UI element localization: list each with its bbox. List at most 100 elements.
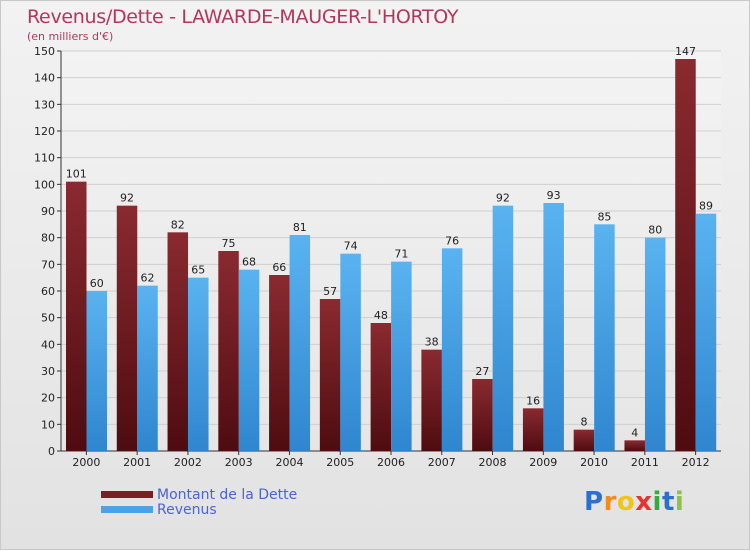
bar-revenue <box>695 213 717 451</box>
bar-revenue <box>289 235 311 451</box>
data-label-revenue: 89 <box>699 200 713 213</box>
proxiti-logo: Proxiti <box>584 487 684 517</box>
bar-debt <box>370 323 392 451</box>
legend-item-revenue: Revenus <box>101 501 297 518</box>
x-tick-label: 2007 <box>428 456 456 469</box>
data-label-revenue: 93 <box>547 189 561 202</box>
x-tick-label: 2001 <box>123 456 151 469</box>
x-tick-label: 2010 <box>580 456 608 469</box>
bar-revenue <box>441 248 463 451</box>
bar-revenue <box>492 205 514 451</box>
bar-debt <box>218 251 239 451</box>
bar-debt <box>269 275 290 451</box>
bar-debt <box>66 181 87 451</box>
x-tick-label: 2000 <box>72 456 100 469</box>
data-label-revenue: 80 <box>648 224 662 237</box>
logo-letter: t <box>661 487 675 517</box>
x-tick-label: 2006 <box>377 456 405 469</box>
x-tick-label: 2003 <box>225 456 253 469</box>
y-tick-label: 140 <box>34 72 55 85</box>
bar-revenue <box>594 224 615 451</box>
bar-debt <box>522 408 544 451</box>
data-label-debt: 57 <box>323 285 337 298</box>
data-label-debt: 4 <box>631 426 638 439</box>
y-tick-label: 120 <box>34 125 55 138</box>
y-tick-label: 130 <box>34 98 55 111</box>
data-label-revenue: 68 <box>242 256 256 269</box>
y-tick-label: 90 <box>41 205 55 218</box>
bar-revenue <box>137 285 158 451</box>
data-label-revenue: 85 <box>597 210 611 223</box>
bar-debt <box>421 349 442 451</box>
y-tick-label: 50 <box>41 312 55 325</box>
bar-debt <box>116 205 138 451</box>
data-label-debt: 75 <box>222 237 236 250</box>
x-tick-label: 2002 <box>174 456 202 469</box>
y-tick-label: 10 <box>41 418 55 431</box>
legend-swatch-debt <box>101 491 153 498</box>
chart-legend: Montant de la Dette Revenus <box>101 486 298 518</box>
chart-subtitle: (en milliers d'€) <box>27 30 114 43</box>
y-tick-label: 70 <box>41 258 55 271</box>
bar-revenue <box>391 261 412 451</box>
y-tick-label: 60 <box>41 285 55 298</box>
data-label-debt: 101 <box>66 168 87 181</box>
data-label-revenue: 92 <box>496 192 510 205</box>
bar-revenue <box>340 253 361 451</box>
y-tick-label: 30 <box>41 365 55 378</box>
data-label-debt: 66 <box>272 261 286 274</box>
y-tick-label: 150 <box>34 45 55 58</box>
data-label-debt: 82 <box>171 218 185 231</box>
legend-swatch-revenue <box>101 506 153 513</box>
x-tick-label: 2012 <box>682 456 710 469</box>
bar-revenue <box>86 291 107 451</box>
bar-revenue <box>238 269 260 451</box>
data-label-revenue: 62 <box>141 272 155 285</box>
logo-letter: P <box>584 487 604 517</box>
bar-debt <box>319 299 341 451</box>
data-label-debt: 48 <box>374 309 388 322</box>
x-tick-label: 2005 <box>326 456 354 469</box>
data-label-revenue: 81 <box>293 221 307 234</box>
y-tick-label: 20 <box>41 392 55 405</box>
bar-debt <box>675 59 696 451</box>
legend-item-debt: Montant de la Dette <box>101 486 298 503</box>
data-label-revenue: 74 <box>344 240 358 253</box>
data-label-revenue: 65 <box>191 264 205 277</box>
data-label-debt: 92 <box>120 192 134 205</box>
y-tick-label: 40 <box>41 338 55 351</box>
data-label-debt: 8 <box>580 416 587 429</box>
data-label-revenue: 76 <box>445 234 459 247</box>
logo-letter: r <box>603 487 617 517</box>
legend-label-debt: Montant de la Dette <box>157 486 298 503</box>
x-tick-label: 2004 <box>275 456 303 469</box>
legend-label-revenue: Revenus <box>157 501 217 518</box>
bar-revenue <box>644 237 666 451</box>
y-tick-label: 0 <box>48 445 55 458</box>
bar-debt <box>472 379 493 451</box>
data-label-debt: 27 <box>475 365 489 378</box>
data-label-debt: 38 <box>425 336 439 349</box>
logo-letter: x <box>635 487 653 517</box>
data-label-debt: 147 <box>675 45 696 58</box>
y-tick-label: 80 <box>41 232 55 245</box>
data-label-revenue: 71 <box>394 248 408 261</box>
data-label-debt: 16 <box>526 394 540 407</box>
bar-debt <box>573 429 595 451</box>
data-label-revenue: 60 <box>90 277 104 290</box>
x-tick-label: 2008 <box>479 456 507 469</box>
y-tick-label: 110 <box>34 152 55 165</box>
x-tick-label: 2009 <box>529 456 557 469</box>
chart-title: Revenus/Dette - LAWARDE-MAUGER-L'HORTOY <box>27 6 459 28</box>
logo-letter: i <box>652 487 662 517</box>
x-tick-label: 2011 <box>631 456 659 469</box>
bar-debt <box>624 440 645 451</box>
y-tick-label: 100 <box>34 178 55 191</box>
bar-debt <box>167 232 189 451</box>
bar-revenue <box>188 277 209 451</box>
logo-letter: o <box>616 487 636 517</box>
bar-revenue <box>543 203 564 451</box>
logo-letter: i <box>674 487 685 517</box>
